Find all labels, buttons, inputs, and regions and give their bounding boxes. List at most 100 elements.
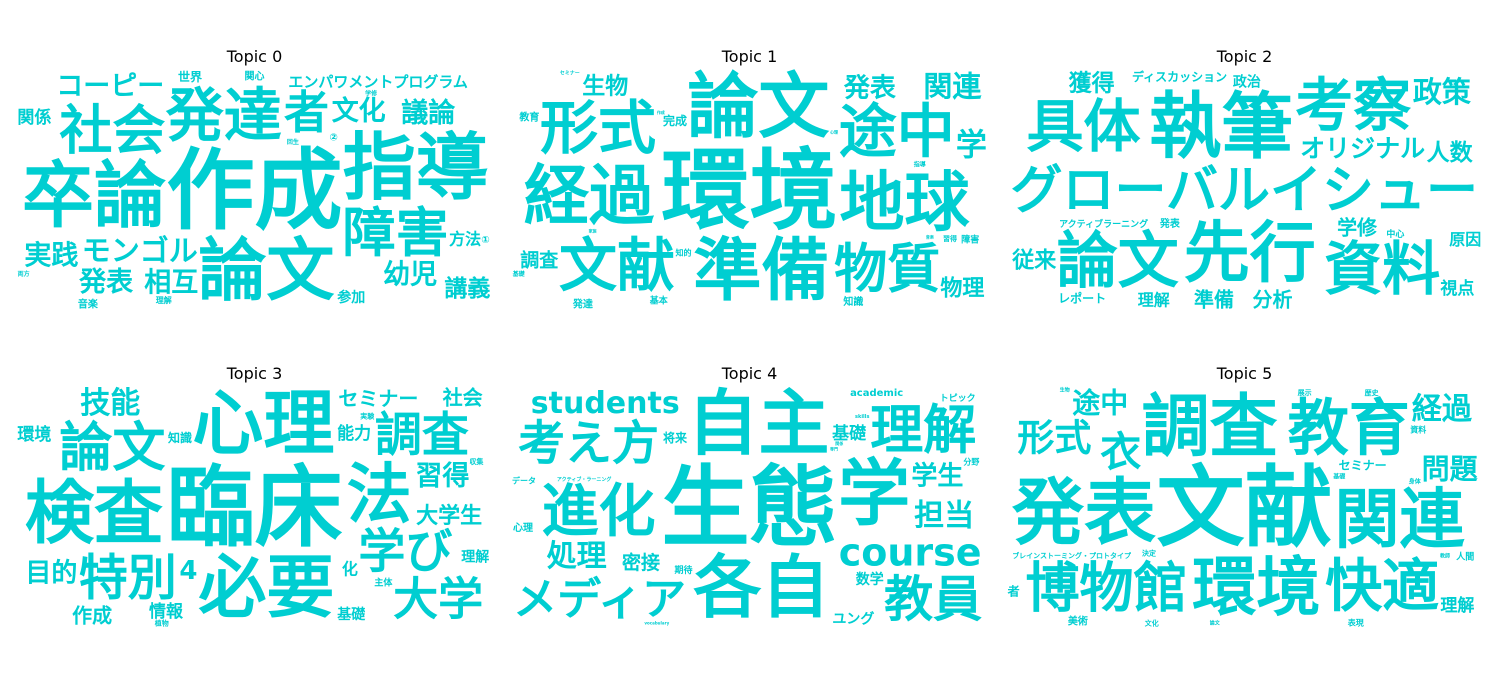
cloud-word: 発達: [166, 81, 282, 149]
cloud-word: セミナー: [338, 387, 418, 411]
cloud-word: 技能: [80, 386, 140, 421]
cloud-word: 両方: [18, 270, 30, 278]
cloud-word: 社会: [442, 386, 483, 410]
cloud-word: 学修: [1337, 215, 1378, 239]
cloud-word: エンパワメントプログラム: [288, 73, 468, 91]
cloud-word: 形式: [540, 94, 656, 162]
cloud-word: 作成: [166, 139, 342, 242]
cloud-word: 音楽: [78, 298, 99, 311]
cloud-word: 植物: [154, 619, 169, 628]
cloud-word: 準備: [693, 232, 829, 311]
cloud-word: academic: [850, 388, 903, 399]
cloud-word: 処理: [547, 539, 607, 574]
cloud-word: 基礎: [337, 606, 366, 623]
cloud-word: 調査: [520, 248, 559, 271]
cloud-word: 快適: [1325, 553, 1439, 619]
cloud-word: 基本: [649, 294, 669, 306]
cloud-word: 目的: [25, 557, 77, 588]
cloud-word: 資料: [1324, 235, 1440, 303]
cloud-word: 主体: [374, 577, 393, 589]
cloud-word: 考え方: [518, 416, 659, 471]
cloud-word: 教員: [884, 571, 982, 628]
cloud-word: 関係: [17, 107, 51, 128]
cloud-word: 発達: [572, 298, 593, 311]
cloud-word: 理解: [870, 400, 976, 461]
cloud-word: 生態: [661, 456, 837, 559]
cloud-word: 学び: [358, 524, 452, 579]
cloud-word: 原因: [1449, 230, 1481, 249]
cloud-word: 執筆: [1149, 85, 1293, 169]
cloud-word: 途中: [1072, 386, 1128, 419]
cloud-word: 論文: [59, 418, 165, 479]
cloud-word: 実践: [24, 240, 78, 272]
topic-title: Topic 5: [1216, 364, 1273, 383]
cloud-word: students: [531, 386, 680, 421]
cloud-word: 参加: [337, 289, 365, 306]
cloud-word: 講義: [444, 275, 490, 302]
cloud-word: 議論: [401, 97, 455, 129]
cloud-word: 政治: [1233, 74, 1261, 91]
cloud-word: 準備: [1194, 288, 1234, 312]
cloud-word: 問題: [1422, 453, 1479, 486]
cloud-word: 資料: [1410, 424, 1426, 434]
cloud-word: 指導: [914, 160, 926, 168]
cloud-word: アクティブ・ラーニング: [557, 476, 611, 483]
cloud-word: モンゴル: [82, 234, 198, 268]
cloud-word: 人数: [1427, 140, 1474, 166]
cloud-word: セミナー: [560, 71, 580, 77]
cloud-word: 視点: [1439, 278, 1474, 299]
cloud-word: 大学: [393, 572, 483, 625]
cloud-word: 環境: [17, 424, 51, 445]
cloud-word: 理解: [461, 548, 489, 565]
cloud-word: 特別: [79, 549, 177, 606]
cloud-word: 各自: [693, 549, 829, 628]
cloud-word: コーピー: [56, 71, 164, 102]
cloud-word: 4: [179, 556, 197, 586]
cloud-word: 自主: [687, 382, 829, 465]
cloud-word: 密接: [622, 551, 660, 574]
cloud-word: 障害: [343, 203, 449, 264]
cloud-word: 関心: [245, 70, 265, 82]
cloud-word: 基礎: [1332, 473, 1346, 481]
cloud-word: 発表: [843, 74, 897, 104]
cloud-word: 関係: [835, 440, 843, 446]
cloud-word: vocabulary: [644, 621, 669, 626]
cloud-word: グローバルイシュー: [1010, 161, 1477, 221]
cloud-word: course: [839, 530, 982, 574]
cloud-word: 進化: [542, 479, 656, 545]
cloud-word: 理解: [156, 295, 172, 305]
cloud-word: 文化: [332, 95, 386, 127]
cloud-word: ユング: [832, 610, 874, 627]
cloud-word: 論文: [1210, 620, 1221, 627]
cloud-word: 文化: [1145, 619, 1159, 628]
cloud-word: 臨床: [166, 456, 342, 559]
cloud-word: 基礎: [831, 423, 867, 444]
cloud-word: 家族: [589, 227, 598, 233]
cloud-word: 経過: [1412, 392, 1473, 427]
cloud-word: 作成: [72, 603, 112, 627]
cloud-word: ブレインストーミング・プロトタイプ: [1012, 551, 1132, 560]
cloud-word: アクティブラーニング: [1059, 218, 1148, 230]
cloud-word: 先行: [1184, 214, 1316, 291]
cloud-word: 調査: [375, 408, 469, 463]
cloud-word: 考察: [1295, 71, 1411, 139]
topic-title: Topic 2: [1216, 47, 1273, 66]
cloud-word: 情報: [149, 601, 184, 622]
cloud-word: 卒論: [22, 153, 166, 237]
cloud-word: 収集: [469, 457, 484, 466]
cloud-word: 心理: [513, 522, 533, 534]
cloud-word: 学修: [365, 90, 378, 98]
cloud-word: 完成: [663, 113, 687, 128]
cloud-word: 大学生: [416, 503, 482, 529]
cloud-word: 回生: [287, 138, 299, 146]
topic-title: Topic 0: [226, 47, 283, 66]
cloud-word: 発表: [1159, 217, 1181, 230]
cloud-word: 者: [284, 86, 329, 139]
cloud-word: 関連: [1335, 482, 1466, 557]
cloud-word: 法: [347, 457, 412, 532]
cloud-word: レポート: [1058, 291, 1106, 306]
